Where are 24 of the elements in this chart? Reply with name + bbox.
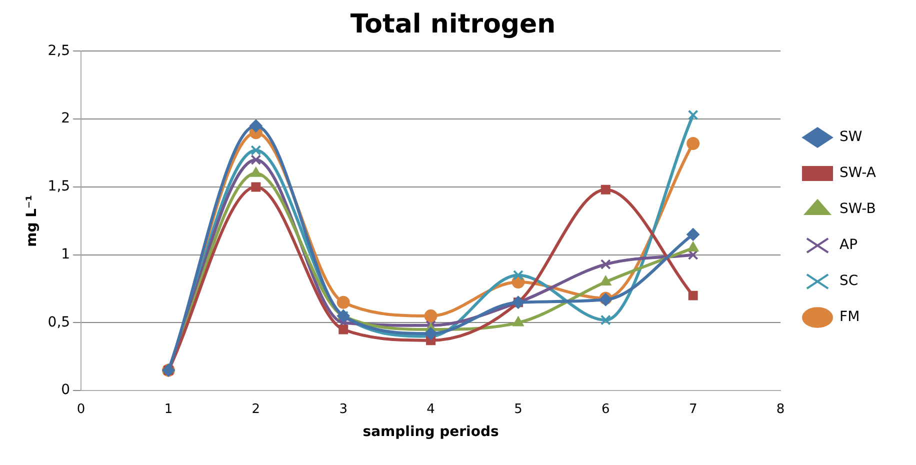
x-tick-label: 3 <box>339 402 348 417</box>
y-tick-label: 2 <box>61 110 70 127</box>
chart-title: Total nitrogen <box>350 9 556 40</box>
x-tick-label: 4 <box>426 402 435 417</box>
y-tick-label: 0,5 <box>48 314 70 330</box>
legend-label: SW-B <box>840 201 876 218</box>
legend-label: AP <box>840 237 858 254</box>
x-tick-label: 5 <box>514 402 522 417</box>
x-tick-label: 6 <box>602 402 610 417</box>
legend-label: SW <box>840 129 862 146</box>
y-tick-label: 2,5 <box>48 42 70 59</box>
x-tick-label: 8 <box>776 402 785 417</box>
y-tick-label: 1,5 <box>48 178 70 195</box>
y-tick-label: 0 <box>61 382 70 398</box>
legend-label: SW-A <box>840 165 876 182</box>
y-tick-label: 1 <box>61 246 70 262</box>
y-axis-title: mg L⁻¹ <box>24 194 40 247</box>
x-tick-label: 7 <box>688 402 698 417</box>
x-tick-label: 1 <box>164 402 173 417</box>
legend-label: FM <box>840 309 860 326</box>
x-tick-label: 0 <box>76 402 86 417</box>
legend-label: SC <box>840 273 858 290</box>
x-axis-title: sampling periods <box>362 424 499 440</box>
x-tick-label: 2 <box>252 402 260 417</box>
